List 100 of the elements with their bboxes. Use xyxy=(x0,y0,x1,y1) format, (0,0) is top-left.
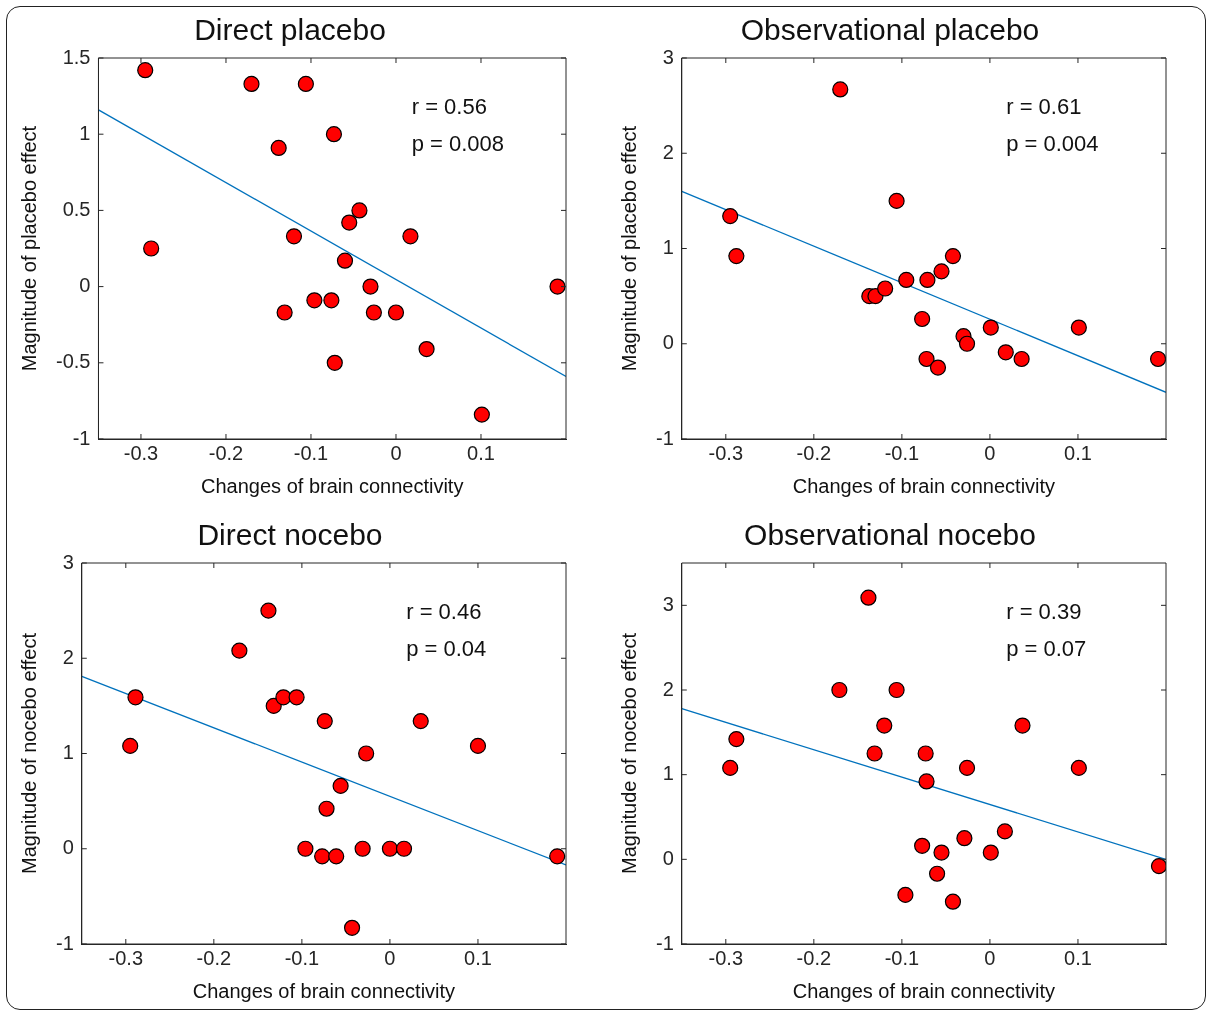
point xyxy=(929,865,946,882)
point xyxy=(306,292,323,309)
point xyxy=(996,823,1013,840)
y-tick-label: 2 xyxy=(662,677,674,700)
point xyxy=(982,319,999,336)
point xyxy=(365,304,382,321)
point xyxy=(722,208,739,225)
point xyxy=(137,62,154,79)
y-tick-label: 0 xyxy=(62,836,74,859)
annotation: r = 0.46 xyxy=(406,599,482,625)
point xyxy=(325,126,343,143)
point xyxy=(876,717,893,734)
chart-title: Observational placebo xyxy=(740,13,1040,47)
annotation: r = 0.61 xyxy=(1006,94,1082,120)
annotation: p = 0.008 xyxy=(411,131,505,157)
x-tick-label: 0 xyxy=(390,441,402,464)
point xyxy=(276,304,293,321)
x-tick-label: 0.1 xyxy=(464,946,492,969)
y-tick-label: 2 xyxy=(62,645,74,668)
point xyxy=(341,214,358,231)
y-tick-label: 0 xyxy=(79,274,91,297)
point xyxy=(469,737,487,754)
point xyxy=(860,589,877,606)
point xyxy=(387,304,405,321)
point xyxy=(122,737,139,754)
chart-title: Direct nocebo xyxy=(197,518,383,552)
y-tick-label: 3 xyxy=(662,45,674,68)
point xyxy=(270,139,287,157)
point xyxy=(402,228,419,245)
point xyxy=(362,278,379,295)
point xyxy=(1014,717,1031,734)
point xyxy=(918,773,935,790)
point xyxy=(917,745,934,762)
point xyxy=(944,248,962,265)
point xyxy=(549,278,566,295)
y-tick-label: -1 xyxy=(55,931,74,954)
y-tick-label: 0.5 xyxy=(62,197,91,220)
point xyxy=(354,840,371,857)
point xyxy=(549,848,566,865)
y-tick-label: 0 xyxy=(662,331,674,354)
x-axis-title: Changes of brain connectivity xyxy=(201,474,464,497)
annotation: p = 0.04 xyxy=(406,636,487,662)
point xyxy=(1149,350,1166,368)
point xyxy=(297,840,314,857)
point xyxy=(285,228,303,245)
x-axis-title: Changes of brain connectivity xyxy=(792,979,1056,1002)
x-tick-label: -0.2 xyxy=(796,946,832,969)
y-tick-label: 3 xyxy=(62,550,74,573)
x-tick-label: -0.1 xyxy=(293,441,329,464)
point xyxy=(412,713,429,730)
y-axis-title: Magnitude of nocebo effect xyxy=(17,632,40,874)
x-tick-label: 0.1 xyxy=(1064,946,1092,969)
point xyxy=(1070,319,1087,336)
point xyxy=(728,731,745,748)
y-tick-label: -1 xyxy=(655,931,674,954)
annotation: p = 0.004 xyxy=(1006,131,1099,157)
point xyxy=(722,759,739,776)
x-tick-label: 0.1 xyxy=(1064,441,1092,464)
x-tick-label: 0 xyxy=(984,441,996,464)
point xyxy=(318,800,335,817)
point xyxy=(897,886,914,903)
x-axis-title: Changes of brain connectivity xyxy=(192,979,456,1002)
y-tick-label: 1 xyxy=(79,121,91,144)
x-axis-title: Changes of brain connectivity xyxy=(792,474,1056,497)
point xyxy=(275,689,292,706)
point xyxy=(343,919,361,936)
point xyxy=(316,713,333,730)
point xyxy=(358,745,375,762)
y-tick-label: 2 xyxy=(662,140,674,163)
point xyxy=(958,335,976,352)
point xyxy=(831,681,848,699)
x-tick-label: -0.2 xyxy=(796,441,832,464)
point xyxy=(297,75,314,93)
point xyxy=(933,844,950,861)
point xyxy=(877,280,894,297)
point xyxy=(929,359,947,376)
y-axis-title: Magnitude of placebo effect xyxy=(17,125,40,372)
point xyxy=(914,837,931,854)
point xyxy=(265,697,282,714)
point xyxy=(260,602,277,619)
point xyxy=(418,340,435,358)
x-tick-label: 0 xyxy=(984,946,996,969)
y-axis-title: Magnitude of nocebo effect xyxy=(617,632,640,874)
y-tick-label: 0 xyxy=(662,846,674,869)
chart-title: Direct placebo xyxy=(194,13,386,47)
y-tick-label: 1 xyxy=(662,762,674,785)
x-tick-label: 0 xyxy=(384,946,396,969)
point xyxy=(314,848,331,865)
point xyxy=(933,263,950,280)
point xyxy=(323,292,340,309)
point xyxy=(127,689,144,706)
point xyxy=(866,745,883,762)
y-tick-label: -0.5 xyxy=(55,350,91,373)
point xyxy=(381,840,399,857)
x-tick-label: -0.2 xyxy=(208,441,244,464)
annotation: r = 0.39 xyxy=(1006,599,1082,625)
point xyxy=(328,848,345,865)
point xyxy=(473,406,490,423)
point xyxy=(336,252,354,269)
y-axis-title: Magnitude of placebo effect xyxy=(617,125,640,372)
